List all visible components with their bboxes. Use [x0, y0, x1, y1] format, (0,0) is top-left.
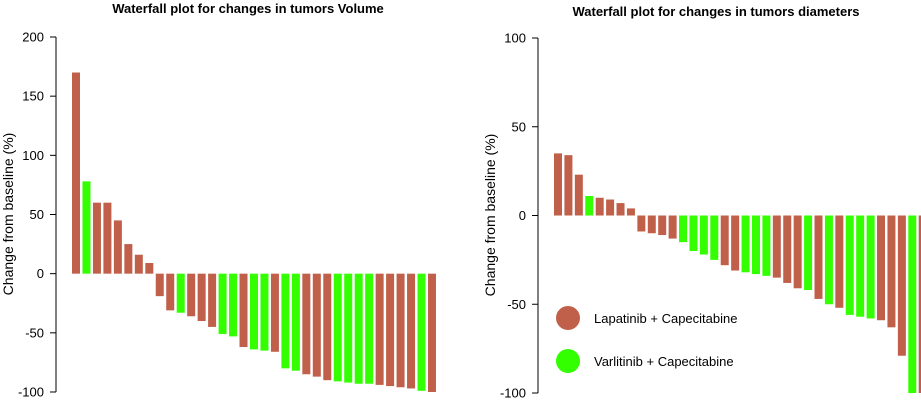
waterfall-bar: [218, 273, 227, 335]
waterfall-bar: [918, 215, 921, 393]
waterfall-bar: [396, 273, 405, 388]
y-tick-label: -50: [25, 325, 44, 340]
waterfall-bar: [762, 215, 771, 276]
waterfall-bar: [249, 273, 258, 350]
waterfall-bar: [323, 273, 332, 381]
waterfall-bar: [145, 263, 154, 274]
y-tick-label: -100: [500, 386, 526, 401]
waterfall-bar: [229, 273, 238, 337]
waterfall-bar: [103, 202, 112, 274]
waterfall-bar: [291, 273, 300, 371]
y-tick-label: 0: [519, 208, 526, 223]
waterfall-bar: [751, 215, 760, 275]
waterfall-bar: [344, 273, 353, 383]
waterfall-bar: [824, 215, 833, 305]
waterfall-bar: [554, 153, 562, 216]
waterfall-bar: [187, 273, 196, 317]
waterfall-bar: [302, 273, 311, 375]
waterfall-bar: [845, 215, 854, 315]
waterfall-bar: [814, 215, 823, 299]
waterfall-bar: [689, 215, 698, 251]
waterfall-bar: [166, 273, 175, 311]
y-tick-label: 50: [512, 119, 526, 134]
waterfall-bar: [134, 254, 143, 274]
waterfall-bar: [407, 273, 416, 389]
waterfall-bar: [772, 215, 781, 278]
waterfall-bar: [208, 273, 217, 327]
waterfall-bar: [585, 195, 594, 216]
waterfall-bar: [197, 273, 206, 321]
y-tick-label: -50: [507, 297, 526, 312]
waterfall-bar: [908, 215, 917, 393]
waterfall-bar: [699, 215, 708, 255]
diameter-y-axis-label: Change from baseline (%): [482, 134, 498, 297]
waterfall-bar: [606, 199, 615, 216]
waterfall-bar: [741, 215, 750, 273]
waterfall-bar: [427, 273, 436, 392]
waterfall-bar: [679, 215, 688, 243]
treatment-legend: Lapatinib + Capecitabine Varlitinib + Cap…: [556, 306, 737, 373]
waterfall-bar: [375, 273, 384, 385]
diameter-y-axis: 100 50 0 -50 -100: [500, 31, 539, 401]
waterfall-bar: [616, 203, 625, 216]
waterfall-bar: [595, 197, 604, 216]
waterfall-bar: [365, 273, 374, 384]
y-tick-label: 0: [37, 266, 44, 281]
waterfall-bar: [354, 273, 363, 384]
volume-waterfall-panel: Waterfall plot for changes in tumors Vol…: [0, 1, 436, 400]
waterfall-bar: [866, 215, 875, 319]
waterfall-bar: [124, 244, 133, 274]
waterfall-bar: [731, 215, 740, 271]
waterfall-bar: [856, 215, 865, 317]
y-tick-label: 100: [504, 31, 526, 46]
y-tick-label: 50: [30, 207, 44, 222]
y-tick-label: 100: [22, 148, 44, 163]
y-tick-label: -100: [18, 385, 44, 400]
waterfall-bar: [260, 273, 269, 351]
diameter-chart-title: Waterfall plot for changes in tumors dia…: [572, 4, 859, 19]
waterfall-bar: [270, 273, 279, 352]
waterfall-bar: [386, 273, 395, 387]
diameter-waterfall-panel: Waterfall plot for changes in tumors dia…: [482, 4, 921, 401]
waterfall-bar: [176, 273, 185, 313]
waterfall-bar: [312, 273, 321, 377]
waterfall-bar: [887, 215, 896, 328]
waterfall-bar: [333, 273, 342, 382]
waterfall-bar: [668, 215, 677, 239]
waterfall-bar: [92, 202, 101, 274]
legend-marker: [556, 306, 580, 330]
waterfall-bar: [281, 273, 290, 369]
waterfall-bar: [113, 220, 122, 274]
waterfall-bar: [417, 273, 426, 391]
waterfall-bar: [783, 215, 792, 283]
volume-y-axis-label: Change from baseline (%): [0, 133, 16, 296]
waterfall-bar: [793, 215, 802, 289]
waterfall-bar: [82, 181, 91, 274]
waterfall-bar: [155, 273, 164, 297]
waterfall-bar: [897, 215, 906, 356]
waterfall-bar: [710, 215, 719, 260]
waterfall-bar: [564, 155, 573, 216]
legend-marker: [556, 349, 580, 373]
waterfall-bar: [637, 215, 646, 232]
volume-chart-title: Waterfall plot for changes in tumors Vol…: [112, 1, 384, 16]
y-tick-label: 200: [22, 30, 44, 45]
waterfall-bar: [239, 273, 248, 348]
waterfall-bar: [658, 215, 667, 236]
waterfall-bar: [835, 215, 844, 308]
legend-label: Varlitinib + Capecitabine: [594, 354, 734, 369]
waterfall-bar: [72, 72, 80, 274]
legend-label: Lapatinib + Capecitabine: [594, 311, 737, 326]
waterfall-bar: [720, 215, 729, 266]
waterfall-bar: [647, 215, 656, 234]
waterfall-bar: [804, 215, 813, 291]
waterfall-bar: [626, 208, 635, 216]
volume-y-axis: 200 150 100 50 0 -50 -100: [18, 30, 57, 400]
y-tick-label: 150: [22, 89, 44, 104]
diameter-bars: [554, 153, 921, 393]
volume-bars: [72, 72, 436, 392]
waterfall-bar: [574, 174, 583, 216]
waterfall-bar: [877, 215, 886, 321]
